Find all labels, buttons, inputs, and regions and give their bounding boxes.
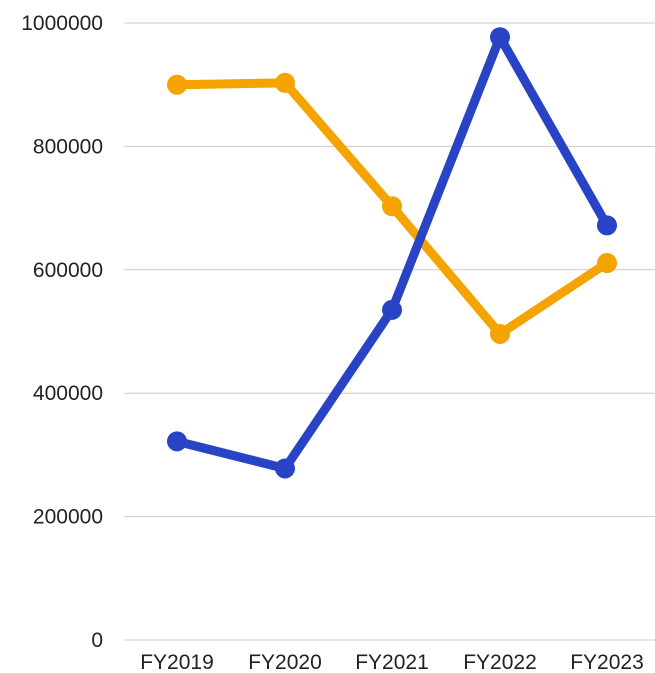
- y-tick-label: 1000000: [21, 12, 103, 35]
- y-tick-label: 600000: [33, 259, 103, 282]
- x-tick-label: FY2022: [463, 651, 537, 673]
- x-tick-label: FY2021: [355, 651, 429, 673]
- data-point: [167, 431, 187, 452]
- y-axis-tick-labels: 0 200000 400000 600000 800000 1000000: [21, 12, 103, 652]
- data-point: [167, 74, 187, 95]
- x-tick-label: FY2023: [570, 651, 644, 673]
- x-tick-label: FY2020: [248, 651, 322, 673]
- series-0: [167, 72, 617, 344]
- y-tick-label: 800000: [33, 135, 103, 158]
- data-point: [382, 196, 402, 217]
- y-tick-label: 400000: [33, 382, 103, 405]
- y-tick-label: 0: [91, 629, 103, 652]
- data-point: [275, 72, 295, 93]
- data-point: [597, 253, 617, 274]
- data-point: [382, 299, 402, 320]
- data-point: [275, 458, 295, 479]
- data-point: [597, 215, 617, 236]
- data-point: [490, 323, 510, 344]
- y-tick-label: 200000: [33, 506, 103, 529]
- series-line: [172, 32, 612, 473]
- series-1: [167, 27, 617, 479]
- x-tick-label: FY2019: [140, 651, 214, 673]
- data-point: [490, 27, 510, 48]
- gridlines: [124, 22, 655, 641]
- x-axis-tick-labels: FY2019 FY2020 FY2021 FY2022 FY2023: [140, 651, 644, 673]
- series-lines: [167, 27, 617, 479]
